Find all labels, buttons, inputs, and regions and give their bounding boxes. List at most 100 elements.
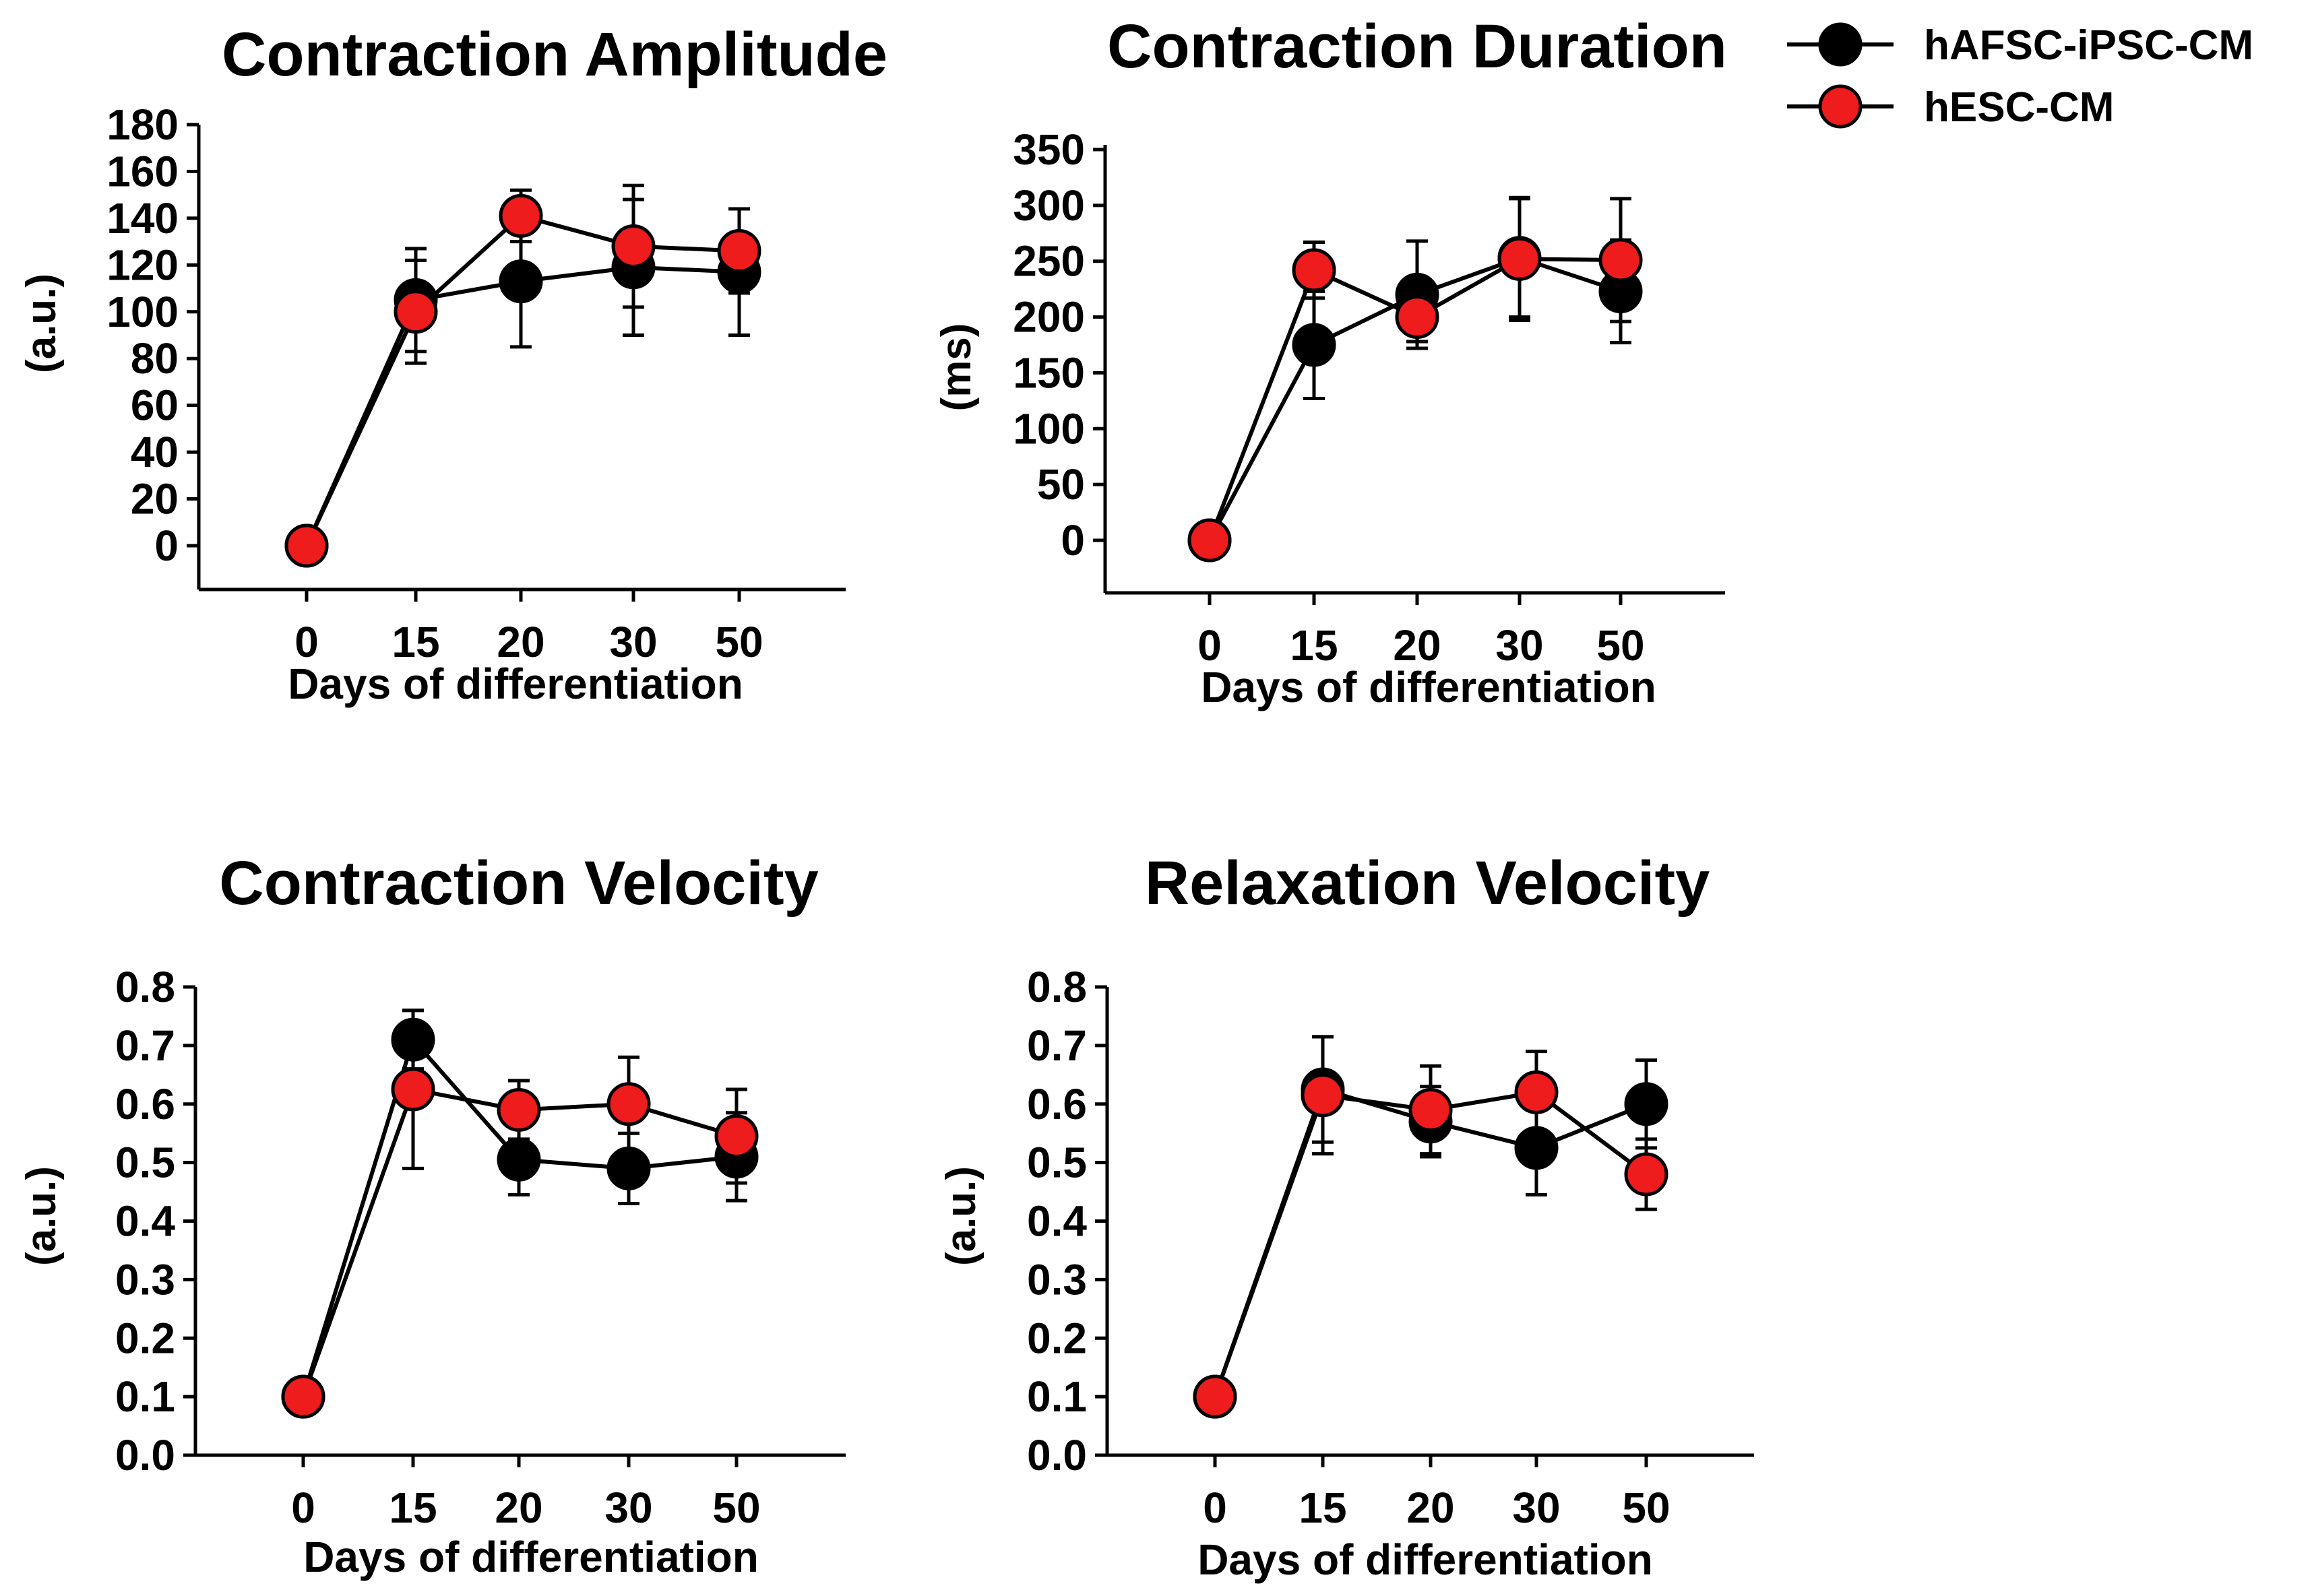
x-axis-label: Days of differentiation <box>1197 1535 1653 1584</box>
series-layer <box>281 1009 759 1419</box>
legend-item-hafsc-ipsc-cm: hAFSC-iPSC-CM <box>1787 22 2253 69</box>
data-point-hesc-cm <box>497 1087 541 1132</box>
y-tick-label: 180 <box>106 100 179 149</box>
x-tick-label: 15 <box>1290 621 1338 670</box>
y-tick-label: 0.8 <box>1027 963 1087 1011</box>
data-point-hesc-cm <box>284 523 329 568</box>
x-tick-label: 0 <box>291 1483 315 1532</box>
x-tick-label: 20 <box>1393 621 1441 670</box>
x-tick-label: 20 <box>1406 1483 1454 1532</box>
x-tick-label: 30 <box>609 618 657 666</box>
legend-item-hesc-cm: hESC-CM <box>1787 84 2114 131</box>
data-point-hesc-cm <box>499 193 543 238</box>
y-tick-label: 0.6 <box>115 1080 175 1128</box>
chart-contraction-amplitude: Contraction Amplitude Days of differenti… <box>18 20 887 708</box>
x-tick-label: 15 <box>389 1483 437 1532</box>
x-axis-label: Days of differentiation <box>288 660 743 708</box>
y-tick-label: 100 <box>1013 404 1085 453</box>
data-point-hafsc-ipsc-cm <box>497 1137 541 1182</box>
y-tick-label: 0.6 <box>1027 1080 1087 1128</box>
y-tick-label: 200 <box>1013 293 1085 342</box>
x-tick-label: 50 <box>712 1483 760 1532</box>
x-tick-label: 30 <box>1512 1483 1560 1532</box>
x-tick-label: 15 <box>1299 1483 1346 1532</box>
data-point-hesc-cm <box>611 224 656 269</box>
y-tick-label: 60 <box>131 381 179 430</box>
y-tick-label: 0.4 <box>1027 1197 1087 1246</box>
legend: hAFSC-iPSC-CM hESC-CM <box>1787 22 2253 131</box>
y-tick-label: 50 <box>1037 460 1085 509</box>
legend-label: hESC-CM <box>1924 84 2114 131</box>
data-point-hesc-cm <box>391 1067 435 1112</box>
data-point-hesc-cm <box>1301 1073 1345 1118</box>
y-tick-label: 0.1 <box>115 1372 175 1421</box>
data-point-hafsc-ipsc-cm <box>1624 1082 1668 1126</box>
chart-title: Contraction Velocity <box>219 849 819 918</box>
data-point-hafsc-ipsc-cm <box>606 1146 651 1190</box>
data-point-hesc-cm <box>394 290 438 334</box>
y-tick-label: 100 <box>106 288 179 336</box>
y-axis-label: (a.u.) <box>18 274 65 373</box>
axes: 0.0 0.1 0.2 0.3 0.4 0.5 0.6 0.7 0.8 0 15 20 30 50 <box>115 963 846 1532</box>
data-point-hafsc-ipsc-cm <box>391 1017 435 1062</box>
y-tick-label: 0.3 <box>115 1255 175 1304</box>
data-point-hesc-cm <box>1395 295 1439 340</box>
series-layer <box>1187 195 1643 563</box>
y-tick-label: 0.1 <box>1027 1372 1087 1421</box>
x-tick-label: 0 <box>1203 1483 1227 1532</box>
legend-marker-hesc-cm <box>1818 84 1863 129</box>
y-tick-label: 0.0 <box>1027 1431 1087 1479</box>
y-tick-label: 0.5 <box>1027 1139 1087 1187</box>
data-point-hesc-cm <box>1624 1152 1668 1196</box>
x-tick-label: 50 <box>1622 1483 1670 1532</box>
y-tick-label: 0.2 <box>115 1314 175 1362</box>
y-tick-label: 0.0 <box>115 1431 175 1479</box>
x-tick-label: 30 <box>604 1483 652 1532</box>
y-tick-label: 300 <box>1013 181 1085 230</box>
x-tick-label: 20 <box>497 618 544 666</box>
chart-title: Contraction Duration <box>1107 12 1727 81</box>
axes: 0 50 100 150 200 250 300 350 0 15 20 30 50 <box>1013 125 1725 670</box>
y-tick-label: 150 <box>1013 348 1085 397</box>
y-tick-label: 0 <box>1061 516 1085 565</box>
y-tick-label: 140 <box>106 194 179 243</box>
data-point-hesc-cm <box>1187 518 1232 563</box>
x-axis-label: Days of differentiation <box>303 1533 759 1581</box>
data-point-hafsc-ipsc-cm <box>499 259 543 304</box>
axes: 0.0 0.1 0.2 0.3 0.4 0.5 0.6 0.7 0.8 0 15 20 30 50 <box>1027 963 1754 1532</box>
legend-label: hAFSC-iPSC-CM <box>1924 22 2253 69</box>
chart-title: Contraction Amplitude <box>222 20 887 89</box>
y-tick-label: 250 <box>1013 237 1085 286</box>
x-tick-label: 20 <box>495 1483 542 1532</box>
x-axis-label: Days of differentiation <box>1201 663 1656 711</box>
data-point-hesc-cm <box>1408 1087 1453 1132</box>
x-tick-label: 0 <box>1197 621 1222 670</box>
y-axis-label: (ms) <box>933 323 980 412</box>
y-tick-label: 350 <box>1013 125 1085 174</box>
y-axis-label: (a.u.) <box>18 1166 65 1266</box>
y-tick-label: 0 <box>154 521 179 570</box>
data-point-hesc-cm <box>714 1114 759 1159</box>
y-tick-label: 0.7 <box>1027 1021 1087 1070</box>
series-layer <box>284 183 761 568</box>
legend-marker-hafsc-ipsc-cm <box>1818 22 1863 67</box>
y-axis-label: (a.u.) <box>938 1166 985 1266</box>
x-tick-label: 50 <box>1596 621 1644 670</box>
data-point-hesc-cm <box>717 229 761 273</box>
chart-title: Relaxation Velocity <box>1145 849 1710 918</box>
chart-contraction-velocity: Contraction Velocity Days of differentia… <box>18 849 846 1581</box>
x-tick-label: 0 <box>294 618 319 666</box>
series-layer <box>1193 1035 1668 1419</box>
x-tick-label: 30 <box>1495 621 1543 670</box>
y-tick-label: 0.4 <box>115 1197 175 1246</box>
data-point-hesc-cm <box>606 1082 651 1126</box>
y-tick-label: 20 <box>131 475 179 523</box>
chart-relaxation-velocity: Relaxation Velocity Days of differentiat… <box>938 849 1754 1584</box>
x-tick-label: 15 <box>392 618 439 666</box>
y-tick-label: 0.5 <box>115 1139 175 1187</box>
y-tick-label: 0.2 <box>1027 1314 1087 1362</box>
data-point-hesc-cm <box>1598 238 1643 282</box>
data-point-hesc-cm <box>1292 248 1336 292</box>
y-tick-label: 40 <box>131 428 179 476</box>
